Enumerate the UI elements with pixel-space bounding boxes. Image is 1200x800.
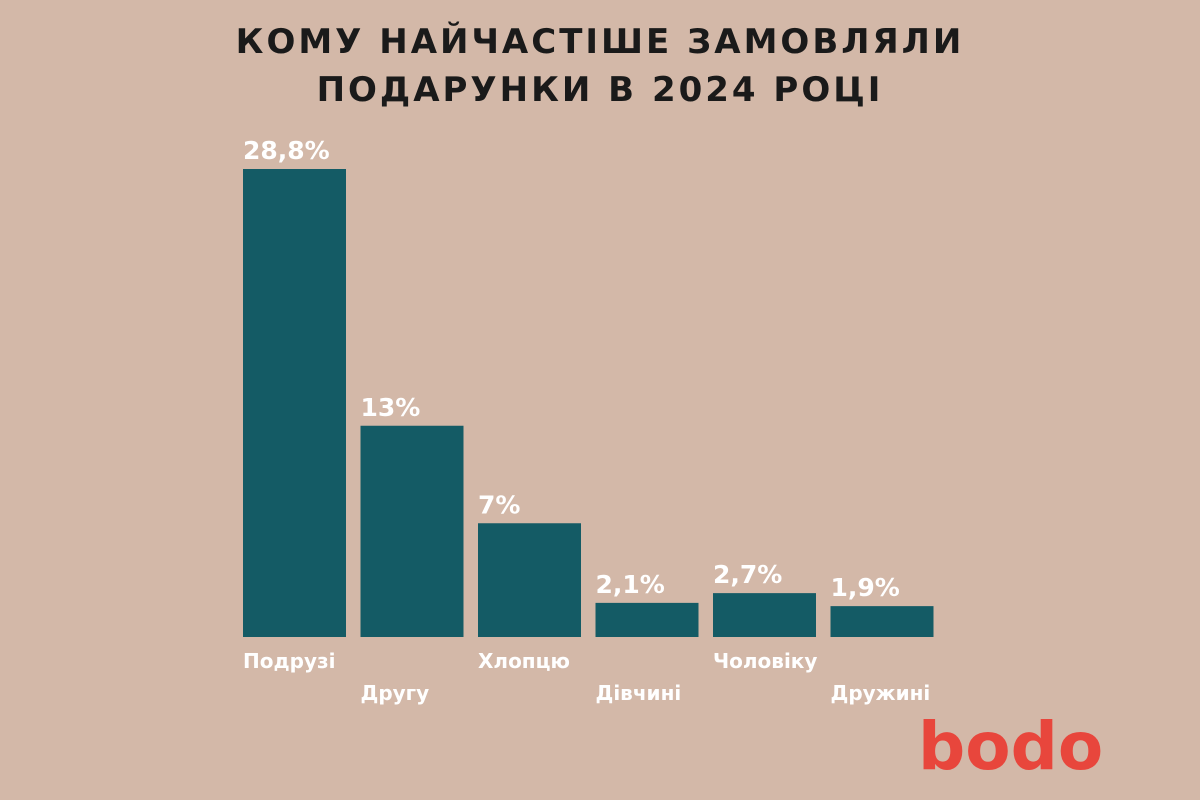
bar-6 xyxy=(830,606,934,637)
bar-4 xyxy=(595,602,699,637)
value-label-4: 2,1% xyxy=(596,570,665,599)
category-label-1: Подрузі xyxy=(243,649,335,673)
category-label-5: Чоловіку xyxy=(713,649,817,673)
value-label-2: 13% xyxy=(361,393,421,422)
bodo-logo: bodo xyxy=(918,708,1104,785)
chart-title-line-2: ПОДАРУНКИ В 2024 РОЦІ xyxy=(316,70,884,110)
bar-5 xyxy=(713,593,816,637)
category-label-6: Дружині xyxy=(831,681,931,705)
bar-2 xyxy=(360,425,464,637)
value-label-6: 1,9% xyxy=(831,573,900,602)
bar-1 xyxy=(243,169,346,637)
category-label-3: Хлопцю xyxy=(478,649,570,673)
bar-3 xyxy=(478,523,581,637)
value-label-5: 2,7% xyxy=(713,560,782,589)
category-label-2: Другу xyxy=(361,681,430,705)
category-label-4: Дівчині xyxy=(596,681,682,705)
value-label-3: 7% xyxy=(478,490,520,519)
value-label-1: 28,8% xyxy=(243,136,330,165)
chart-title-line-1: КОМУ НАЙЧАСТІШЕ ЗАМОВЛЯЛИ xyxy=(235,22,965,62)
